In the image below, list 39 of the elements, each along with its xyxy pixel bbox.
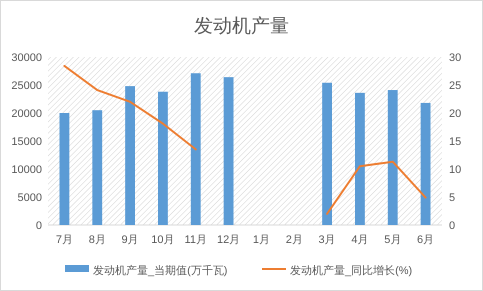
x-tick-label: 10月 xyxy=(151,234,175,246)
legend-label: 发动机产量_当期值(万千瓦) xyxy=(93,264,228,277)
x-tick-label: 6月 xyxy=(417,234,434,246)
bar xyxy=(190,73,201,225)
bar xyxy=(224,77,234,225)
chart-title: 发动机产量 xyxy=(194,16,289,37)
x-tick-label: 3月 xyxy=(318,234,336,246)
bar xyxy=(92,110,102,225)
y2-tick-label: 10 xyxy=(449,164,462,176)
x-tick-label: 4月 xyxy=(351,234,368,246)
y-tick-label: 15000 xyxy=(11,136,42,148)
y2-tick-label: 30 xyxy=(449,52,462,64)
y2-tick-label: 25 xyxy=(449,80,462,92)
x-tick-label: 1月 xyxy=(252,234,270,246)
y-tick-label: 30000 xyxy=(11,52,42,64)
y2-tick-label: 5 xyxy=(449,192,456,204)
bar xyxy=(354,92,365,225)
x-tick-label: 11月 xyxy=(184,234,207,246)
y-tick-label: 5000 xyxy=(18,192,42,204)
x-tick-label: 7月 xyxy=(56,234,73,246)
y2-tick-label: 20 xyxy=(449,108,462,120)
bar xyxy=(158,92,168,225)
x-tick-label: 5月 xyxy=(384,234,402,246)
x-tick-label: 8月 xyxy=(88,234,106,246)
bar xyxy=(322,82,332,225)
y-tick-label: 10000 xyxy=(11,164,42,176)
y-tick-label: 0 xyxy=(36,220,42,232)
y2-tick-label: 15 xyxy=(449,136,462,148)
bar xyxy=(125,86,136,225)
x-tick-label: 2月 xyxy=(286,234,303,246)
x-tick-label: 9月 xyxy=(122,234,139,246)
x-tick-label: 12月 xyxy=(216,234,240,246)
bar xyxy=(388,90,398,225)
y-tick-label: 20000 xyxy=(11,108,42,120)
legend-label: 发动机产量_同比增长(%) xyxy=(290,264,412,277)
y2-tick-label: 0 xyxy=(449,220,456,232)
y-tick-label: 25000 xyxy=(11,80,42,92)
bar xyxy=(59,113,70,225)
bar xyxy=(420,102,431,225)
